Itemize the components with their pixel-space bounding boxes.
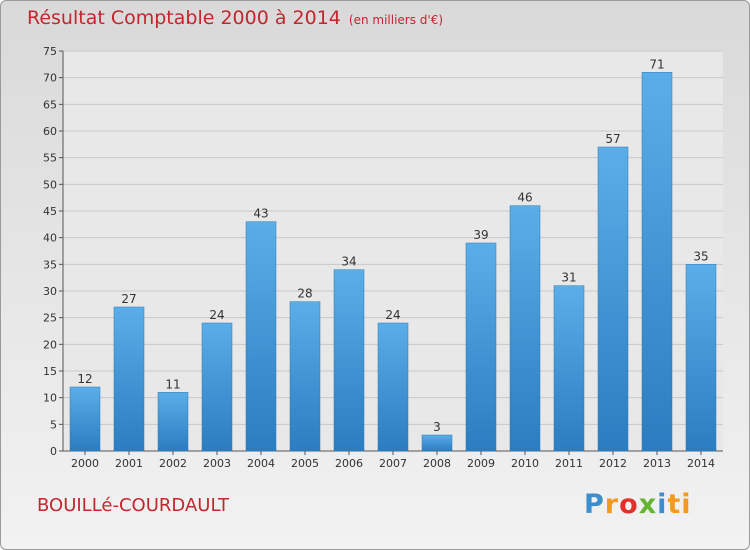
chart-subtitle: (en milliers d'€) <box>348 13 444 27</box>
data-label-2004: 43 <box>253 207 268 221</box>
y-tick-label: 35 <box>43 258 57 271</box>
y-tick-label: 15 <box>43 365 57 378</box>
bar-2009 <box>465 242 497 452</box>
bar-2012 <box>597 146 629 452</box>
y-tick-label: 40 <box>43 232 57 245</box>
bar-2005 <box>289 301 321 452</box>
y-tick-label: 20 <box>43 338 57 351</box>
y-tick-label: 45 <box>43 205 57 218</box>
y-tick-label: 65 <box>43 98 57 111</box>
title-text: Résultat Comptable 2000 à 2014 <box>27 7 341 29</box>
bar-2006 <box>333 269 365 452</box>
data-label-2003: 24 <box>209 308 224 322</box>
bar-2003 <box>201 322 233 452</box>
commune-name: BOUILLé-COURDAULT <box>37 495 229 516</box>
proxiti-logo: Proxiti <box>584 489 692 520</box>
data-label-2009: 39 <box>473 228 488 242</box>
data-label-2007: 24 <box>385 308 400 322</box>
x-tick-label-2012: 2012 <box>599 457 627 470</box>
bar-2010 <box>509 205 541 452</box>
data-labels: 12 27 11 24 43 28 34 24 3 39 46 31 57 71 35 <box>77 57 708 434</box>
bar-2013 <box>641 72 673 452</box>
data-label-2001: 27 <box>121 292 136 306</box>
x-tick-label-2002: 2002 <box>159 457 187 470</box>
y-tick-label: 70 <box>43 72 57 85</box>
x-tick-label-2014: 2014 <box>687 457 715 470</box>
data-label-2013: 71 <box>649 57 664 71</box>
bar-2002 <box>157 392 189 452</box>
y-tick-label: 5 <box>50 418 57 431</box>
y-tick-label: 50 <box>43 178 57 191</box>
bar-2001 <box>113 306 145 452</box>
chart-title: Résultat Comptable 2000 à 2014 (en millie… <box>27 7 443 29</box>
x-tick-label-2005: 2005 <box>291 457 319 470</box>
y-tick-label: 60 <box>43 125 57 138</box>
x-tick-label-2003: 2003 <box>203 457 231 470</box>
x-tick-label-2011: 2011 <box>555 457 583 470</box>
data-label-2012: 57 <box>605 132 620 146</box>
data-label-2010: 46 <box>517 191 532 205</box>
data-label-2014: 35 <box>693 249 708 263</box>
data-label-2011: 31 <box>561 271 576 285</box>
x-tick-label-2004: 2004 <box>247 457 275 470</box>
bar-2004 <box>245 221 277 452</box>
x-axis-ticks: 2000 2001 2002 2003 2004 2005 2006 2007 2008 2009… <box>71 451 715 470</box>
bar-2007 <box>377 322 409 452</box>
data-label-2006: 34 <box>341 255 356 269</box>
data-label-2005: 28 <box>297 287 312 301</box>
x-tick-label-2001: 2001 <box>115 457 143 470</box>
data-label-2002: 11 <box>165 377 180 391</box>
x-tick-label-2007: 2007 <box>379 457 407 470</box>
x-tick-label-2000: 2000 <box>71 457 99 470</box>
bar-2000 <box>69 386 101 452</box>
x-tick-label-2009: 2009 <box>467 457 495 470</box>
y-tick-label: 75 <box>43 45 57 58</box>
x-tick-label-2010: 2010 <box>511 457 539 470</box>
y-tick-label: 30 <box>43 285 57 298</box>
bar-2011 <box>553 285 585 452</box>
y-tick-label: 55 <box>43 152 57 165</box>
bar-2008 <box>421 434 453 452</box>
data-label-2008: 3 <box>433 420 441 434</box>
x-tick-label-2008: 2008 <box>423 457 451 470</box>
data-label-2000: 12 <box>77 372 92 386</box>
y-tick-label: 25 <box>43 312 57 325</box>
y-tick-label: 10 <box>43 392 57 405</box>
x-tick-label-2013: 2013 <box>643 457 671 470</box>
x-tick-label-2006: 2006 <box>335 457 363 470</box>
y-tick-label: 0 <box>50 445 57 458</box>
bar-2014 <box>685 264 717 452</box>
